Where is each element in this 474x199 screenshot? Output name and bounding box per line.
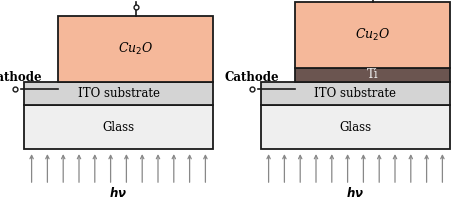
- Text: Glass: Glass: [102, 121, 135, 134]
- Text: ITO substrate: ITO substrate: [78, 87, 159, 100]
- Bar: [24, 105, 213, 149]
- Text: Cu$_2$O: Cu$_2$O: [118, 41, 154, 57]
- Bar: [58, 16, 213, 82]
- Bar: [295, 68, 450, 82]
- Text: Cathode: Cathode: [0, 71, 43, 84]
- Text: $\bfit{h}\bfit{\nu}$: $\bfit{h}\bfit{\nu}$: [346, 186, 365, 199]
- Bar: [295, 2, 450, 68]
- Text: Glass: Glass: [339, 121, 372, 134]
- Text: ITO substrate: ITO substrate: [315, 87, 396, 100]
- Text: Anode: Anode: [115, 0, 156, 1]
- Text: Cathode: Cathode: [225, 71, 280, 84]
- Text: Cu$_2$O: Cu$_2$O: [355, 27, 391, 43]
- Bar: [261, 82, 450, 105]
- Text: Ti: Ti: [367, 68, 378, 81]
- Bar: [261, 105, 450, 149]
- Text: $\bfit{h}\bfit{\nu}$: $\bfit{h}\bfit{\nu}$: [109, 186, 128, 199]
- Bar: [24, 82, 213, 105]
